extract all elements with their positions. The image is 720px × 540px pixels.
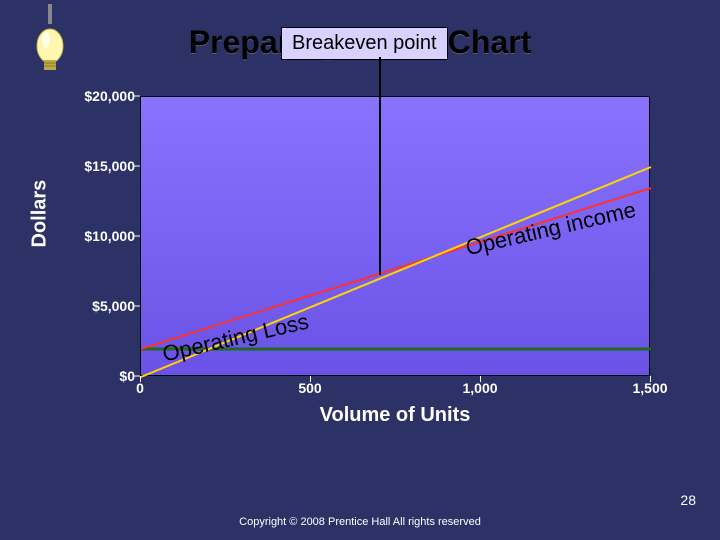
y-tick-label: $15,000 (84, 158, 135, 174)
slide: Preparing a CVP Chart Dollars $0$5,000$1… (0, 0, 720, 540)
callout-connector (379, 57, 381, 275)
x-tick-label: 1,000 (462, 380, 497, 396)
copyright-footer: Copyright © 2008 Prentice Hall All right… (0, 516, 720, 528)
y-tick-label: $10,000 (84, 228, 135, 244)
page-number: 28 (680, 492, 696, 508)
x-axis-label: Volume of Units (140, 404, 650, 427)
x-tick-label: 0 (136, 380, 144, 396)
x-tick-label: 500 (298, 380, 321, 396)
cvp-chart: Dollars $0$5,000$10,000$15,000$20,000 05… (50, 96, 670, 436)
y-tick-label: $0 (119, 368, 135, 384)
x-tick-label: 1,500 (632, 380, 667, 396)
plot-area: Breakeven point Operating Loss Operating… (140, 96, 650, 376)
y-tick-label: $20,000 (84, 88, 135, 104)
y-axis-label: Dollars (29, 180, 52, 248)
y-tick-label: $5,000 (92, 298, 135, 314)
breakeven-callout: Breakeven point (281, 27, 448, 60)
